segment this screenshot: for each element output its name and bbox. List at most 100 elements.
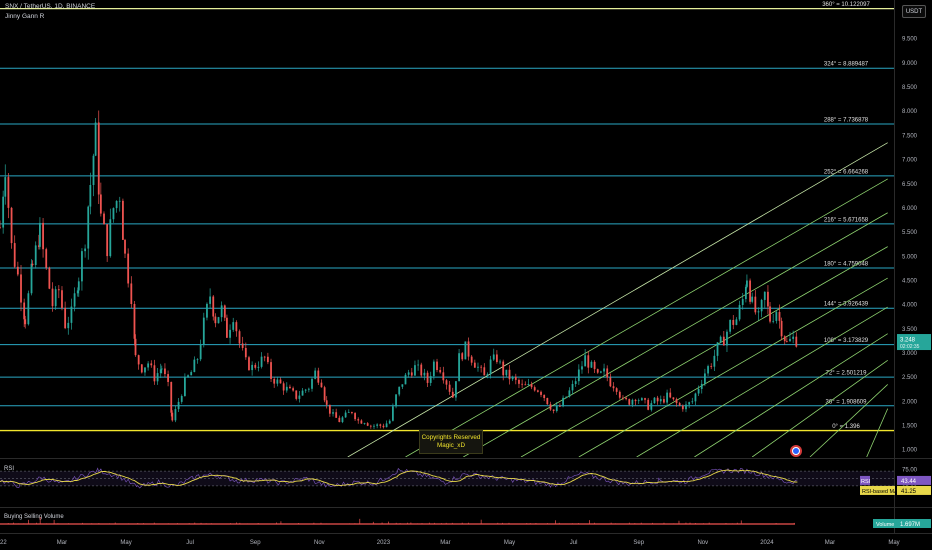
- candle-body: [549, 404, 552, 410]
- candle-body: [486, 374, 489, 376]
- candle-body: [351, 412, 353, 414]
- candle-body: [77, 281, 80, 291]
- candle-body: [279, 379, 282, 384]
- candle-body: [574, 381, 577, 384]
- candle-body: [398, 386, 401, 395]
- candle-body: [73, 293, 76, 307]
- candle-body: [328, 404, 331, 414]
- volume-value-tag: [897, 519, 931, 528]
- candle-body: [177, 401, 180, 410]
- candle-body: [536, 390, 539, 392]
- candle-body: [746, 280, 748, 287]
- candle-body: [625, 397, 628, 400]
- candle-body: [634, 399, 637, 402]
- symbol-title[interactable]: SNX / TetherUS, 1D, BINANCE: [5, 3, 96, 10]
- candle-body: [37, 245, 40, 247]
- candle-body: [325, 400, 328, 405]
- candle-body: [10, 207, 13, 244]
- time-tick-label: 2024: [760, 540, 774, 546]
- candle-body: [404, 374, 407, 385]
- rsi-pane: RSI: [0, 466, 894, 489]
- candle-body: [307, 388, 310, 390]
- candle-body: [229, 329, 231, 338]
- candle-body: [140, 364, 143, 373]
- candle-body: [263, 356, 266, 358]
- volume-title[interactable]: Buying Selling Volume: [4, 514, 64, 520]
- price-tick-label: 7.000: [902, 158, 918, 164]
- candle-body: [663, 399, 665, 403]
- candle-body: [685, 404, 687, 410]
- candle-body: [656, 397, 659, 402]
- candle-body: [89, 185, 92, 207]
- candle-body: [524, 384, 527, 386]
- candle-body: [672, 397, 675, 400]
- candle-body: [153, 365, 156, 382]
- indicator-name[interactable]: Jinny Gann R: [5, 13, 45, 20]
- candle-body: [382, 425, 385, 428]
- time-tick-label: May: [888, 540, 899, 546]
- gann-level-label: 0° = 1.396: [832, 424, 860, 430]
- rsi-ma-line: [0, 469, 798, 486]
- candle-body: [669, 392, 672, 398]
- candle-body: [304, 389, 307, 391]
- candle-body: [502, 361, 505, 376]
- gann-level-label: 324° = 8.889487: [824, 62, 869, 68]
- time-tick-label: Nov: [314, 540, 325, 546]
- candle-body: [379, 424, 382, 426]
- price-tick-label: 1.000: [902, 448, 918, 454]
- gann-level-label: 288° = 7.736878: [824, 117, 869, 123]
- price-tick-label: 6.000: [902, 206, 918, 212]
- time-tick-label: May: [120, 540, 131, 546]
- candle-body: [622, 397, 624, 399]
- last-price-tag[interactable]: [897, 334, 931, 351]
- candle-body: [483, 367, 486, 376]
- candle-body: [187, 375, 189, 377]
- price-tick-label: 2.000: [902, 399, 918, 405]
- candle-body: [106, 224, 109, 257]
- candle-body: [248, 357, 250, 371]
- watermark-line-1: Copyrights Reserved: [421, 434, 481, 441]
- candle-body: [716, 342, 719, 356]
- candle-body: [744, 286, 747, 300]
- rsi-title[interactable]: RSI: [4, 466, 14, 472]
- candle-body: [341, 417, 344, 423]
- candle-body: [417, 364, 420, 366]
- candle-body: [130, 283, 133, 304]
- candle-body: [600, 371, 602, 373]
- price-tick-label: 4.500: [902, 278, 918, 284]
- candle-body: [273, 378, 276, 384]
- candle-body: [726, 331, 728, 346]
- candle-body: [445, 380, 448, 385]
- price-tick-label: 8.000: [902, 109, 918, 115]
- time-tick-label: May: [504, 540, 515, 546]
- rsi-label-tag: [860, 475, 870, 485]
- flag-icon[interactable]: [790, 445, 802, 457]
- candle-body: [357, 419, 360, 421]
- candle-body: [241, 343, 244, 348]
- candle-body: [170, 381, 173, 413]
- gann-level-label: 216° = 5.671658: [824, 217, 869, 223]
- candle-body: [30, 263, 33, 294]
- candle-body: [659, 399, 662, 402]
- candle-body: [16, 266, 19, 275]
- candle-body: [480, 366, 483, 368]
- time-tick-label: Jul: [186, 540, 194, 546]
- rsi-ma-series-name: RSI-based MA: [862, 489, 898, 495]
- candle-body: [301, 390, 304, 396]
- time-tick-label: Mar: [440, 540, 450, 546]
- gann-fan-lines: [347, 142, 889, 457]
- gann-level-label: 360° = 10.122097: [822, 2, 870, 8]
- candle-body: [612, 386, 615, 389]
- price-tick-label: 3.500: [902, 327, 918, 333]
- candle-body: [780, 320, 783, 337]
- candle-body: [366, 423, 369, 426]
- currency-button[interactable]: USDT: [902, 5, 926, 18]
- candle-body: [751, 296, 754, 302]
- time-tick-label: Mar: [825, 540, 835, 546]
- candle-body: [232, 322, 235, 330]
- candle-body: [757, 311, 760, 313]
- candle-body: [134, 338, 137, 356]
- price-tick-label: 8.500: [902, 85, 918, 91]
